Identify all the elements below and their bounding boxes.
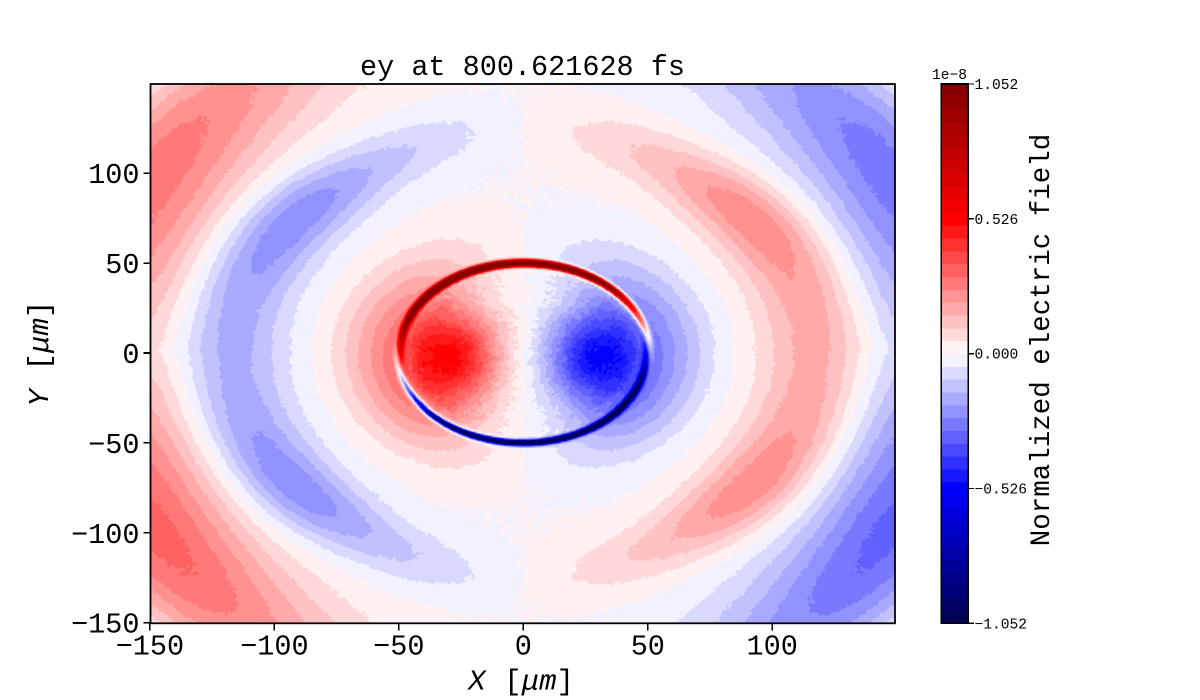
svg-text:0.000: 0.000 bbox=[975, 348, 1019, 364]
svg-text:X [μm]: X [μm] bbox=[467, 666, 574, 699]
svg-text:−50: −50 bbox=[88, 429, 139, 462]
svg-text:1e−8: 1e−8 bbox=[932, 68, 967, 84]
svg-text:100: 100 bbox=[747, 631, 798, 664]
svg-text:−100: −100 bbox=[71, 519, 139, 552]
svg-text:−50: −50 bbox=[373, 631, 424, 664]
svg-text:Normalized electric field: Normalized electric field bbox=[1027, 134, 1058, 547]
svg-text:ey at 800.621628 fs: ey at 800.621628 fs bbox=[360, 51, 685, 84]
svg-text:−100: −100 bbox=[240, 631, 308, 664]
svg-text:−1.052: −1.052 bbox=[975, 617, 1028, 633]
svg-text:−150: −150 bbox=[71, 609, 139, 642]
svg-text:0: 0 bbox=[122, 339, 139, 372]
svg-text:−150: −150 bbox=[116, 631, 184, 664]
svg-text:1.052: 1.052 bbox=[975, 78, 1019, 94]
svg-text:0: 0 bbox=[515, 631, 532, 664]
svg-text:Y [μm]: Y [μm] bbox=[24, 301, 57, 407]
svg-text:0.526: 0.526 bbox=[975, 213, 1019, 229]
svg-text:50: 50 bbox=[631, 631, 665, 664]
svg-text:−0.526: −0.526 bbox=[975, 482, 1028, 498]
svg-text:50: 50 bbox=[105, 249, 139, 282]
svg-text:100: 100 bbox=[88, 159, 139, 192]
